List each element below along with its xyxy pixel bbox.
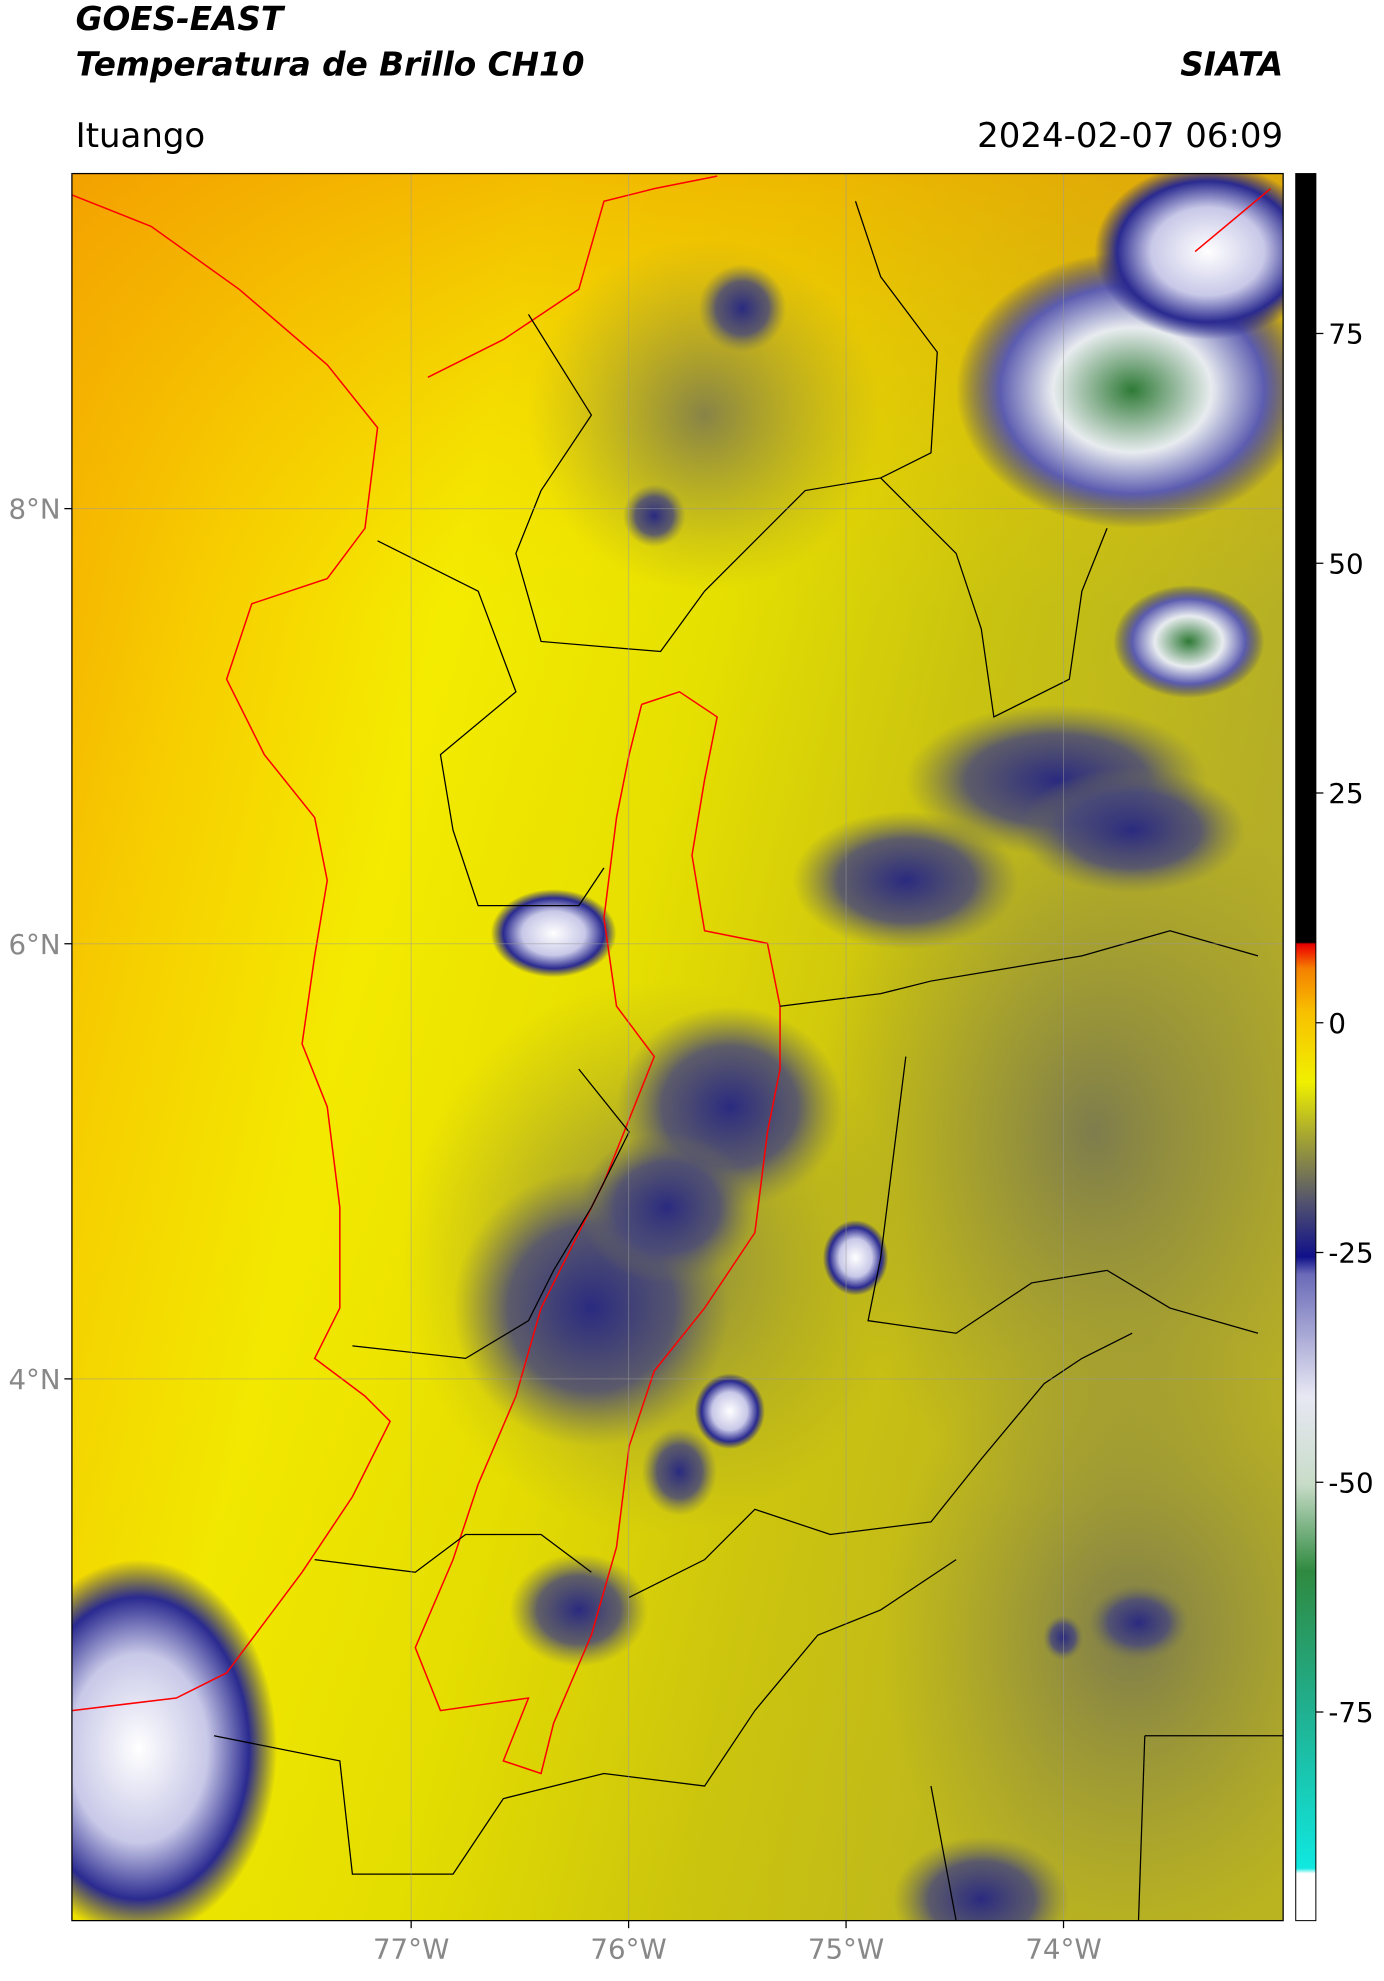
source: SIATA <box>1180 45 1283 83</box>
x-tick-label: 76°W <box>590 1932 666 1965</box>
map-frame <box>71 172 1284 1922</box>
colorbar-tick-label: -75 <box>1328 1696 1373 1729</box>
satellite-image <box>71 173 1284 1921</box>
colorbar-tick-label: 75 <box>1328 318 1363 351</box>
colorbar-tick-label: 25 <box>1328 777 1363 810</box>
location: Ituango <box>76 116 206 156</box>
y-tick-label: 8°N <box>8 493 60 526</box>
colorbar-tick-label: -25 <box>1328 1237 1373 1270</box>
subtitle: Temperatura de Brillo CH10 <box>76 45 585 83</box>
timestamp: 2024-02-07 06:09 <box>977 116 1283 156</box>
colorbar-tick-label: 0 <box>1328 1007 1346 1040</box>
title: GOES-EAST <box>76 0 286 38</box>
y-tick-label: 4°N <box>8 1363 60 1396</box>
x-tick-label: 75°W <box>808 1932 884 1965</box>
colorbar-tick-label: -50 <box>1328 1466 1373 1499</box>
x-tick-label: 77°W <box>373 1932 449 1965</box>
colorbar-tick-label: 50 <box>1328 547 1363 580</box>
x-tick-label: 74°W <box>1025 1932 1101 1965</box>
y-tick-label: 6°N <box>8 928 60 961</box>
colorbar <box>1295 173 1317 1922</box>
